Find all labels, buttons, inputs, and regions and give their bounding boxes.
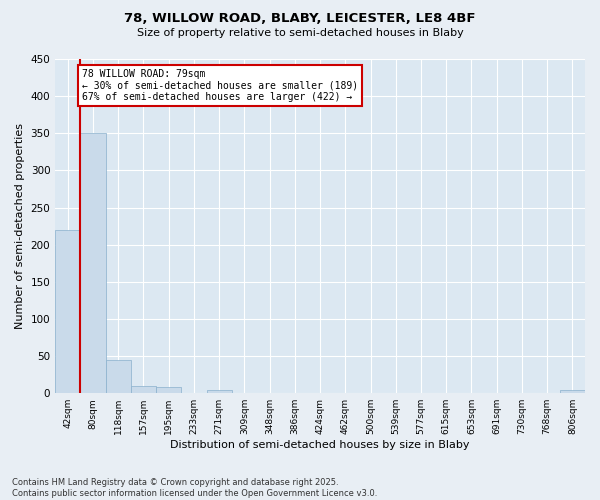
Text: Contains HM Land Registry data © Crown copyright and database right 2025.
Contai: Contains HM Land Registry data © Crown c…	[12, 478, 377, 498]
Bar	[206, 390, 232, 393]
Bar	[560, 390, 585, 393]
Text: Size of property relative to semi-detached houses in Blaby: Size of property relative to semi-detach…	[137, 28, 463, 38]
Bar	[106, 360, 131, 393]
Text: 78 WILLOW ROAD: 79sqm
← 30% of semi-detached houses are smaller (189)
67% of sem: 78 WILLOW ROAD: 79sqm ← 30% of semi-deta…	[82, 68, 358, 102]
Bar	[80, 134, 106, 393]
Text: 78, WILLOW ROAD, BLABY, LEICESTER, LE8 4BF: 78, WILLOW ROAD, BLABY, LEICESTER, LE8 4…	[124, 12, 476, 26]
X-axis label: Distribution of semi-detached houses by size in Blaby: Distribution of semi-detached houses by …	[170, 440, 470, 450]
Bar	[55, 230, 80, 393]
Y-axis label: Number of semi-detached properties: Number of semi-detached properties	[15, 123, 25, 329]
Bar	[156, 388, 181, 393]
Bar	[131, 386, 156, 393]
